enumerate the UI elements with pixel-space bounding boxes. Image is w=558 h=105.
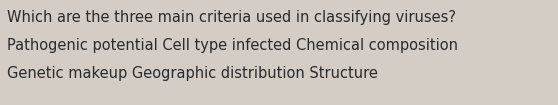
Text: Which are the three main criteria used in classifying viruses?: Which are the three main criteria used i… <box>7 10 456 25</box>
Text: Pathogenic potential Cell type infected Chemical composition: Pathogenic potential Cell type infected … <box>7 38 458 53</box>
Text: Genetic makeup Geographic distribution Structure: Genetic makeup Geographic distribution S… <box>7 66 378 81</box>
